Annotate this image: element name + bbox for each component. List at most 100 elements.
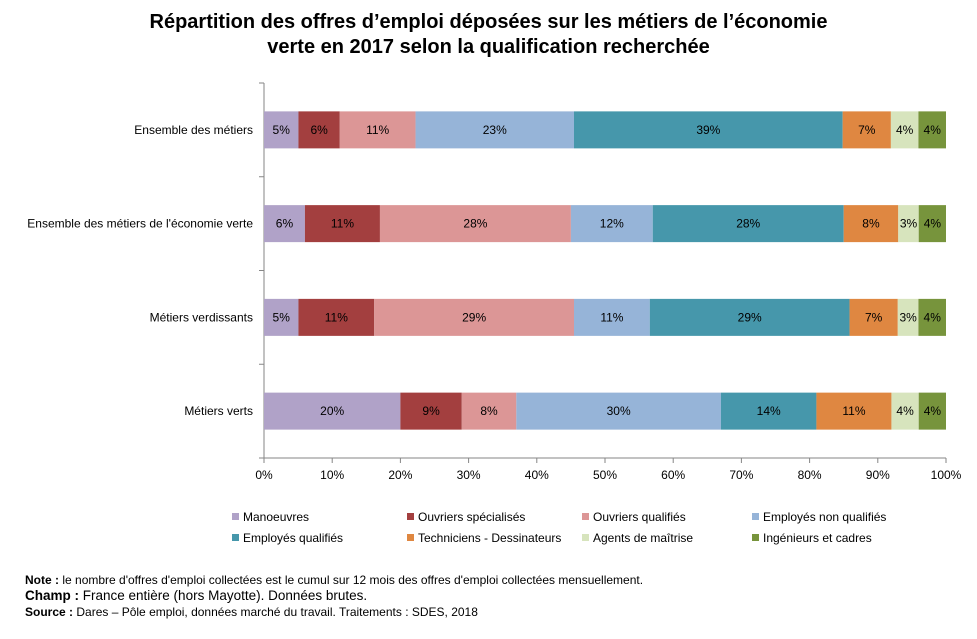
data-label: 3% [900, 217, 918, 231]
bar-segment [461, 392, 517, 430]
bar-segment [570, 205, 653, 243]
category-label: Métiers verts [184, 404, 253, 418]
x-tick-label: 0% [255, 468, 273, 482]
champ-row: Champ : France entière (hors Mayotte). D… [25, 588, 643, 604]
data-label: 4% [924, 217, 942, 231]
data-label: 11% [842, 404, 865, 418]
legend-label: Manoeuvres [243, 510, 310, 524]
x-tick-label: 70% [729, 468, 753, 482]
data-label: 11% [600, 310, 623, 324]
legend-item: Techniciens - Dessinateurs [407, 529, 561, 547]
bar-segment [849, 298, 898, 336]
bar-segment [652, 205, 844, 243]
data-label: 30% [607, 404, 631, 418]
chart-title-line-1: Répartition des offres d’emploi déposées… [149, 11, 828, 33]
legend-label: Employés non qualifiés [763, 510, 887, 524]
bar-segment [379, 205, 571, 243]
bar-segment [298, 111, 340, 149]
data-label: 28% [736, 217, 760, 231]
bar-segment [400, 392, 462, 430]
bar-segment [918, 111, 946, 149]
bar-segment [816, 392, 892, 430]
category-label: Ensemble des métiers [134, 123, 253, 137]
data-label: 4% [924, 123, 942, 137]
legend-item: Employés qualifiés [232, 529, 343, 547]
x-tick-label: 60% [661, 468, 685, 482]
data-label: 29% [462, 310, 486, 324]
bar-segment [898, 205, 919, 243]
legend-item: Agents de maîtrise [582, 529, 693, 547]
data-label: 6% [310, 123, 328, 137]
x-tick-label: 90% [866, 468, 890, 482]
bar-segment [298, 298, 375, 336]
legend-item: Ouvriers spécialisés [407, 508, 525, 526]
x-tick-label: 80% [798, 468, 822, 482]
data-label: 8% [480, 404, 498, 418]
chart-title-line-2: verte en 2017 selon la qualification rec… [267, 36, 710, 58]
legend-label: Ouvriers qualifiés [593, 510, 686, 524]
chart-notes: Note : le nombre d'offres d'emploi colle… [25, 572, 643, 620]
bar-segment [339, 111, 416, 149]
data-label: 11% [366, 123, 389, 137]
legend-item: Manoeuvres [232, 508, 309, 526]
data-label: 28% [463, 217, 487, 231]
legend-label: Ingénieurs et cadres [763, 531, 872, 545]
x-tick-label: 20% [388, 468, 412, 482]
data-label: 5% [273, 123, 291, 137]
stacked-bar-chart: 0% 10% 20% 30% 40% 50% 60% 70% 80% 90% 100% Ensembl… [27, 82, 962, 482]
x-tick-label: 40% [525, 468, 549, 482]
legend-label: Techniciens - Dessinateurs [418, 531, 562, 545]
bar-segment [842, 111, 891, 149]
legend-label: Agents de maîtrise [593, 531, 694, 545]
bar-segment [891, 392, 919, 430]
bar-segment [720, 392, 817, 430]
data-label: 4% [896, 404, 914, 418]
category-label: Ensemble des métiers de l'économie verte [27, 217, 253, 231]
data-label: 8% [862, 217, 880, 231]
legend-swatch [407, 534, 414, 542]
bar-segment [918, 392, 946, 430]
legend-swatch [407, 513, 414, 521]
bar-segment [516, 392, 721, 430]
bar-segment [574, 298, 650, 336]
data-label: 7% [858, 123, 876, 137]
legend-item: Employés non qualifiés [752, 508, 886, 526]
bar-segment [264, 111, 299, 149]
data-label: 12% [600, 217, 624, 231]
legend-swatch [232, 534, 239, 542]
bar-segment [264, 392, 401, 430]
data-label: 39% [696, 123, 720, 137]
legend-item: Ingénieurs et cadres [752, 529, 872, 547]
data-label: 4% [896, 123, 914, 137]
data-label: 3% [899, 310, 917, 324]
champ-text: France entière (hors Mayotte). Données b… [82, 588, 368, 603]
data-label: 14% [757, 404, 781, 418]
data-label: 6% [276, 217, 294, 231]
data-label: 11% [331, 217, 354, 231]
bar-segment [918, 205, 946, 243]
note-text: le nombre d'offres d'emploi collectées e… [62, 573, 644, 587]
bar-segment [897, 298, 919, 336]
legend-label: Employés qualifiés [243, 531, 344, 545]
data-label: 7% [865, 310, 883, 324]
data-label: 5% [273, 310, 291, 324]
data-label: 20% [320, 404, 344, 418]
chart-legend: Manoeuvres Ouvriers spécialisés Ouvriers q… [232, 508, 972, 548]
bar-segment [264, 205, 305, 243]
legend-swatch [232, 513, 239, 521]
x-tick-label: 30% [457, 468, 481, 482]
x-tick-label: 10% [320, 468, 344, 482]
x-tick-label: 100% [931, 468, 962, 482]
bar-segment [843, 205, 899, 243]
legend-label: Ouvriers spécialisés [418, 510, 526, 524]
data-label: 29% [738, 310, 762, 324]
bar-segment [374, 298, 574, 336]
data-label: 4% [924, 404, 942, 418]
source-row: Source : Dares – Pôle emploi, données ma… [25, 604, 643, 620]
legend-swatch [752, 513, 759, 521]
legend-swatch [752, 534, 759, 542]
legend-swatch [582, 534, 589, 542]
bar-segment [918, 298, 946, 336]
data-label: 9% [422, 404, 440, 418]
champ-label: Champ : [25, 588, 79, 603]
